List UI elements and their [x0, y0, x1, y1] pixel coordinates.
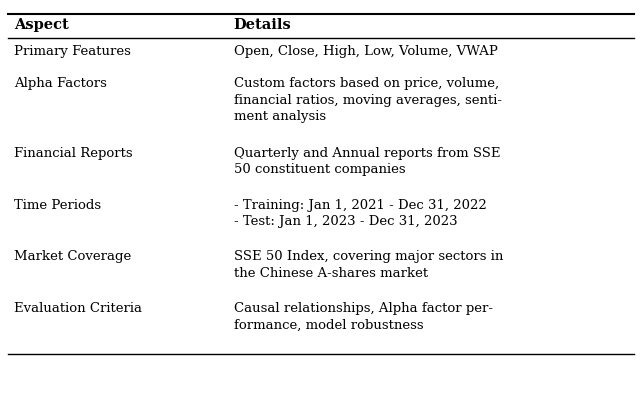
Text: Causal relationships, Alpha factor per-
formance, model robustness: Causal relationships, Alpha factor per- … — [234, 302, 493, 332]
Text: Aspect: Aspect — [14, 18, 69, 32]
Text: Custom factors based on price, volume,
financial ratios, moving averages, senti-: Custom factors based on price, volume, f… — [234, 77, 502, 123]
Text: Open, Close, High, Low, Volume, VWAP: Open, Close, High, Low, Volume, VWAP — [234, 45, 497, 58]
Text: Financial Reports: Financial Reports — [14, 147, 132, 160]
Text: Time Periods: Time Periods — [14, 199, 101, 212]
Text: Market Coverage: Market Coverage — [14, 250, 131, 263]
Text: SSE 50 Index, covering major sectors in
the Chinese A-shares market: SSE 50 Index, covering major sectors in … — [234, 250, 503, 280]
Text: Evaluation Criteria: Evaluation Criteria — [14, 302, 142, 315]
Text: Details: Details — [234, 18, 291, 32]
Text: Primary Features: Primary Features — [14, 45, 131, 58]
Text: - Training: Jan 1, 2021 - Dec 31, 2022
- Test: Jan 1, 2023 - Dec 31, 2023: - Training: Jan 1, 2021 - Dec 31, 2022 -… — [234, 199, 486, 228]
Text: Quarterly and Annual reports from SSE
50 constituent companies: Quarterly and Annual reports from SSE 50… — [234, 147, 500, 176]
Text: Alpha Factors: Alpha Factors — [14, 77, 107, 90]
